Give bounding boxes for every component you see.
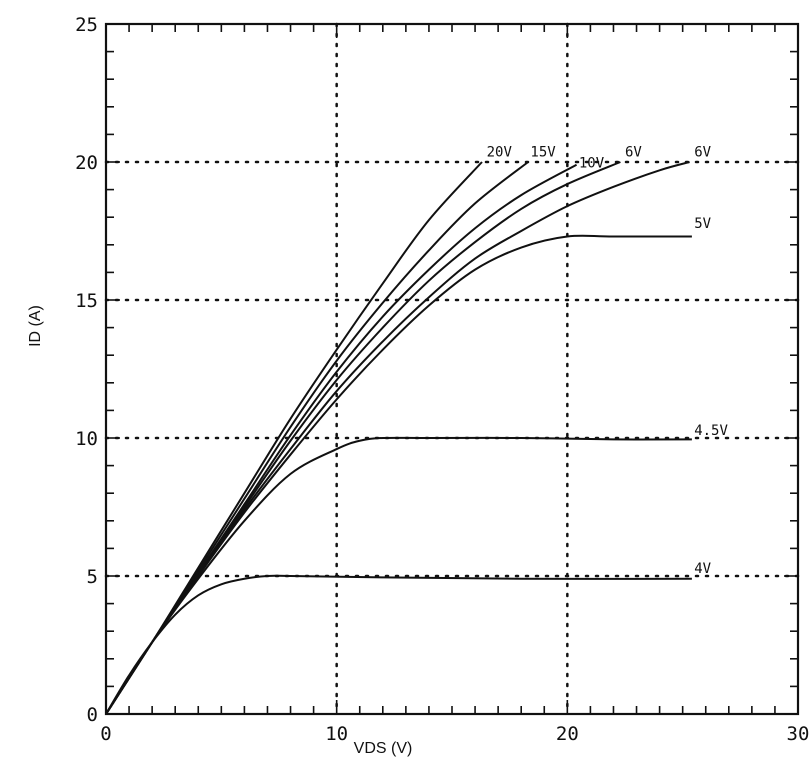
x-axis-label: VDS (V) (354, 740, 413, 757)
series-line-5V (105, 234, 692, 715)
x-tick-label: 30 (787, 723, 809, 745)
series-line-10V (105, 163, 578, 715)
plot-border (104, 22, 800, 716)
grid-lines (104, 22, 800, 716)
y-tick-label: 25 (75, 14, 98, 36)
curve-label: 10V (579, 156, 605, 172)
curve-label: 20V (487, 144, 513, 160)
y-tick-label: 5 (87, 566, 98, 588)
series-group (105, 161, 692, 715)
curve-label: 4.5V (694, 423, 728, 439)
y-tick-label: 0 (87, 704, 98, 726)
y-tick-label: 20 (75, 152, 98, 174)
tick-labels: 0 10 20 30 0 5 10 15 20 25 (75, 14, 809, 745)
axis-ticks (105, 23, 799, 715)
plot-frame (104, 22, 800, 716)
curve-label: 4V (694, 561, 711, 577)
series-line-4V (105, 574, 692, 715)
curve-label: 6V (694, 144, 711, 160)
curve-labels: 20V 15V 10V 6V 6V 5V 4.5V 4V (487, 144, 729, 577)
curve-label: 6V (625, 144, 642, 160)
y-tick-label: 10 (75, 428, 98, 450)
x-tick-label: 10 (325, 723, 348, 745)
curve-label: 15V (530, 144, 556, 160)
series-line-4_5V (105, 436, 692, 715)
curve-label: 5V (694, 216, 711, 232)
x-tick-label: 20 (556, 723, 579, 745)
y-tick-label: 15 (75, 290, 98, 312)
y-axis-label: ID (A) (27, 305, 44, 347)
series-line-8V (105, 161, 621, 715)
x-tick-label: 0 (100, 723, 111, 745)
